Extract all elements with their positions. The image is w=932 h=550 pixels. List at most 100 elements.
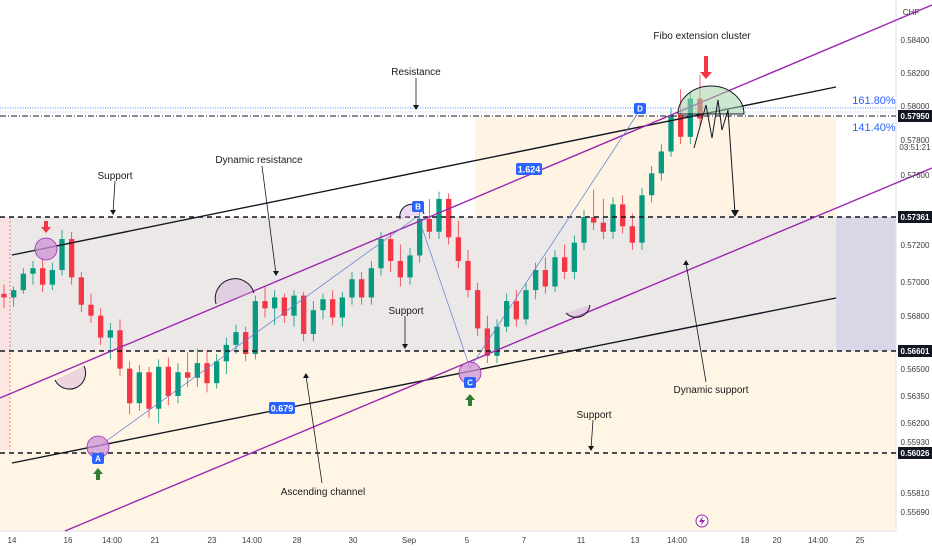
candle-body	[368, 268, 374, 298]
time-tick-label: 14:00	[102, 536, 123, 545]
candle-body	[504, 301, 510, 327]
range-band	[0, 217, 896, 351]
touch-arc-2	[214, 278, 255, 305]
price-label-0.56601: 0.56601	[898, 345, 932, 357]
price-tick-label: 0.55690	[901, 508, 930, 517]
label-support-mid: Support	[388, 306, 423, 317]
candle-body	[20, 273, 26, 291]
candle-body	[165, 366, 171, 396]
candle-body	[571, 242, 577, 272]
label-support-low: Support	[576, 410, 611, 421]
price-tick-label: 0.56200	[901, 419, 930, 428]
candle-body	[320, 299, 326, 311]
svg-text:0.679: 0.679	[271, 404, 294, 414]
point-a-label: A	[92, 453, 104, 464]
candle-body	[194, 363, 200, 378]
candle-body	[30, 268, 36, 274]
candle-body	[175, 372, 181, 396]
candle-body	[330, 299, 336, 318]
candle-body	[272, 297, 278, 309]
price-tick-label: 0.55930	[901, 438, 930, 447]
candle-body	[223, 344, 229, 362]
time-tick-label: 14:00	[242, 536, 263, 545]
candle-body	[678, 114, 684, 137]
candle-body	[446, 198, 452, 238]
time-tick-label: Sep	[402, 536, 417, 545]
arrow-up-icon	[465, 394, 475, 406]
time-tick-label: 30	[349, 536, 358, 545]
time-tick-label: 13	[631, 536, 640, 545]
svg-text:0.57361: 0.57361	[901, 213, 930, 222]
candle-body	[562, 257, 568, 272]
candle-body	[117, 330, 123, 369]
fibo-141-label: 141.40%	[852, 122, 896, 134]
price-tick-label: 0.57800	[901, 136, 930, 145]
arrow-down-icon	[41, 221, 51, 233]
time-tick-label: 7	[522, 536, 527, 545]
candle-body	[146, 372, 152, 409]
range-band-edge	[836, 217, 896, 351]
svg-text:0.57950: 0.57950	[901, 112, 930, 121]
candle-body	[310, 310, 316, 334]
projection-arrow-icon	[731, 210, 739, 217]
label-support-top: Support	[97, 171, 132, 182]
pointer-support-low	[590, 419, 594, 450]
price-tick-label: 0.57600	[901, 171, 930, 180]
candle-body	[281, 297, 287, 316]
candle-body	[668, 114, 674, 152]
svg-text:0.56601: 0.56601	[901, 347, 930, 356]
candle-body	[620, 204, 626, 227]
candle-body	[513, 301, 519, 320]
candles-group	[1, 74, 703, 424]
pointer-support-top	[112, 180, 116, 214]
candle-body	[301, 295, 307, 334]
price-tick-label: 0.56350	[901, 392, 930, 401]
candle-body	[59, 239, 65, 271]
candle-body	[591, 217, 597, 223]
time-tick-label: 5	[465, 536, 470, 545]
candle-body	[49, 270, 55, 285]
time-tick-label: 16	[64, 536, 73, 545]
candle-body	[629, 226, 635, 243]
price-tick-label: 0.57200	[901, 241, 930, 250]
candle-body	[127, 368, 133, 404]
candle-body	[687, 98, 693, 137]
fibo-cluster-dome	[677, 85, 745, 115]
candle-body	[78, 277, 84, 305]
dynamic-resistance-line	[0, 4, 932, 399]
arrow-up-icon	[93, 468, 103, 480]
time-ticks: 14 16 14:00 21 23 14:00 28 30 Sep 5 7 11 13 14:00 18 20…	[8, 536, 865, 545]
point-b-label: B	[412, 201, 424, 212]
candle-body	[523, 290, 529, 320]
candle-body	[494, 326, 500, 356]
candle-body	[581, 217, 587, 243]
price-tick-label: 0.58200	[901, 69, 930, 78]
candle-body	[136, 372, 142, 404]
price-axis	[896, 0, 932, 550]
lightning-icon[interactable]	[695, 514, 709, 528]
candle-body	[426, 218, 432, 232]
label-dynamic-support: Dynamic support	[673, 385, 748, 396]
candle-body	[243, 332, 249, 354]
price-tick-label: 0.58400	[901, 36, 930, 45]
candle-body	[407, 255, 413, 278]
point-c-label: C	[464, 377, 476, 388]
candle-body	[475, 290, 481, 329]
measure-upper-label: 1.624	[516, 163, 542, 175]
pointer-head-icon	[402, 344, 408, 349]
candle-body	[98, 315, 104, 338]
time-tick-label: 18	[741, 536, 750, 545]
candle-body	[610, 204, 616, 232]
time-tick-label: 11	[577, 536, 586, 545]
time-axis	[0, 531, 932, 550]
touch-arc-1	[54, 365, 87, 390]
price-label-0.57950: 0.57950	[898, 110, 932, 122]
harmonic-pattern	[97, 109, 641, 448]
svg-text:0.56026: 0.56026	[901, 449, 930, 458]
candle-body	[185, 372, 191, 378]
point-x-circle	[34, 237, 58, 261]
pointer-head-icon	[588, 446, 594, 451]
candle-body	[542, 270, 548, 287]
projection-path	[693, 99, 736, 214]
